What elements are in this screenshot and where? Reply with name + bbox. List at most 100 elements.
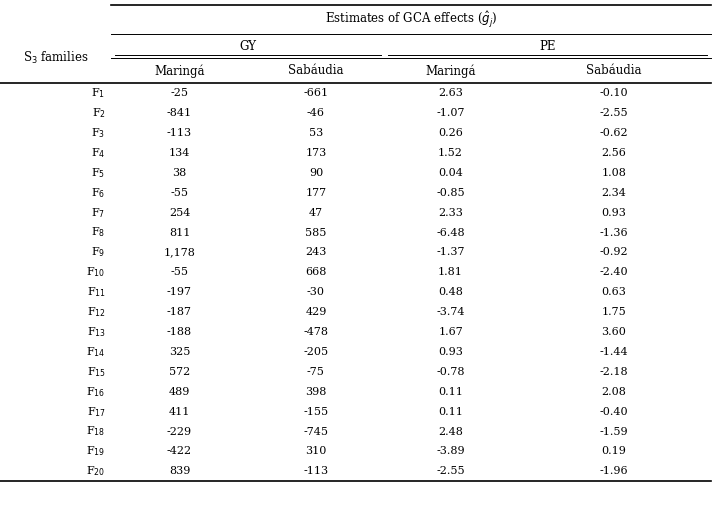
Text: 0.11: 0.11 [438, 387, 463, 397]
Text: F$_9$: F$_9$ [91, 246, 106, 260]
Text: 1.75: 1.75 [602, 307, 626, 317]
Text: 0.04: 0.04 [438, 168, 463, 178]
Text: F$_{19}$: F$_{19}$ [86, 445, 106, 459]
Text: 411: 411 [169, 407, 190, 417]
Text: 0.93: 0.93 [438, 347, 463, 357]
Text: F$_{18}$: F$_{18}$ [86, 424, 106, 438]
Text: 1,178: 1,178 [164, 248, 195, 257]
Text: -1.07: -1.07 [437, 108, 465, 118]
Text: 325: 325 [169, 347, 190, 357]
Text: F$_{13}$: F$_{13}$ [86, 325, 106, 339]
Text: 2.34: 2.34 [602, 188, 626, 197]
Text: F$_{15}$: F$_{15}$ [86, 365, 106, 379]
Text: 429: 429 [305, 307, 327, 317]
Text: Maringá: Maringá [425, 64, 476, 78]
Text: F$_{16}$: F$_{16}$ [86, 385, 106, 399]
Text: GY: GY [239, 39, 256, 53]
Text: -478: -478 [304, 327, 328, 337]
Text: PE: PE [539, 39, 556, 53]
Text: 2.33: 2.33 [438, 208, 463, 218]
Text: -155: -155 [304, 407, 328, 417]
Text: -75: -75 [307, 367, 325, 377]
Text: 310: 310 [305, 447, 327, 457]
Text: -0.78: -0.78 [437, 367, 465, 377]
Text: F$_{20}$: F$_{20}$ [86, 464, 106, 478]
Text: -2.40: -2.40 [600, 267, 628, 277]
Text: -1.36: -1.36 [600, 227, 628, 237]
Text: F$_3$: F$_3$ [91, 126, 106, 140]
Text: -113: -113 [304, 466, 328, 476]
Text: S$_3$ families: S$_3$ families [23, 50, 88, 67]
Text: 173: 173 [305, 148, 327, 158]
Text: 3.60: 3.60 [602, 327, 626, 337]
Text: -0.10: -0.10 [600, 88, 628, 98]
Text: 0.93: 0.93 [602, 208, 626, 218]
Text: F$_{10}$: F$_{10}$ [86, 265, 106, 279]
Text: 0.11: 0.11 [438, 407, 463, 417]
Text: -1.59: -1.59 [600, 427, 628, 436]
Text: 90: 90 [309, 168, 323, 178]
Text: 1.81: 1.81 [438, 267, 463, 277]
Text: 668: 668 [305, 267, 327, 277]
Text: F$_6$: F$_6$ [91, 186, 106, 200]
Text: Sabáudia: Sabáudia [288, 64, 344, 78]
Text: F$_{14}$: F$_{14}$ [86, 345, 106, 359]
Text: 0.26: 0.26 [438, 128, 463, 138]
Text: -2.55: -2.55 [600, 108, 628, 118]
Text: 38: 38 [172, 168, 187, 178]
Text: -0.40: -0.40 [600, 407, 628, 417]
Text: 1.08: 1.08 [602, 168, 626, 178]
Text: F$_7$: F$_7$ [91, 206, 106, 220]
Text: -1.96: -1.96 [600, 466, 628, 476]
Text: 254: 254 [169, 208, 190, 218]
Text: -6.48: -6.48 [437, 227, 465, 237]
Text: 53: 53 [309, 128, 323, 138]
Text: 1.67: 1.67 [438, 327, 463, 337]
Text: -3.74: -3.74 [437, 307, 465, 317]
Text: F$_{17}$: F$_{17}$ [86, 405, 106, 419]
Text: 134: 134 [169, 148, 190, 158]
Text: 2.08: 2.08 [602, 387, 626, 397]
Text: F$_{12}$: F$_{12}$ [87, 305, 106, 319]
Text: 839: 839 [169, 466, 190, 476]
Text: -0.92: -0.92 [600, 248, 628, 257]
Text: -205: -205 [304, 347, 328, 357]
Text: -2.55: -2.55 [437, 466, 465, 476]
Text: -0.62: -0.62 [600, 128, 628, 138]
Text: 2.56: 2.56 [602, 148, 626, 158]
Text: -229: -229 [167, 427, 192, 436]
Text: -661: -661 [304, 88, 328, 98]
Text: 398: 398 [305, 387, 327, 397]
Text: 0.19: 0.19 [602, 447, 626, 457]
Text: -841: -841 [167, 108, 192, 118]
Text: Estimates of GCA effects ($\hat{g}_j$): Estimates of GCA effects ($\hat{g}_j$) [325, 9, 498, 29]
Text: -46: -46 [307, 108, 325, 118]
Text: -0.85: -0.85 [437, 188, 465, 197]
Text: 2.63: 2.63 [438, 88, 463, 98]
Text: F$_{11}$: F$_{11}$ [87, 285, 106, 299]
Text: -197: -197 [167, 287, 192, 297]
Text: F$_8$: F$_8$ [91, 225, 106, 239]
Text: Maringá: Maringá [154, 64, 205, 78]
Text: -3.89: -3.89 [437, 447, 465, 457]
Text: 1.52: 1.52 [438, 148, 463, 158]
Text: 585: 585 [305, 227, 327, 237]
Text: 0.48: 0.48 [438, 287, 463, 297]
Text: -422: -422 [167, 447, 192, 457]
Text: -1.37: -1.37 [437, 248, 465, 257]
Text: -30: -30 [307, 287, 325, 297]
Text: -187: -187 [167, 307, 192, 317]
Text: -188: -188 [167, 327, 192, 337]
Text: F$_1$: F$_1$ [91, 86, 106, 100]
Text: 489: 489 [169, 387, 190, 397]
Text: -745: -745 [304, 427, 328, 436]
Text: F$_5$: F$_5$ [91, 166, 106, 180]
Text: 47: 47 [309, 208, 323, 218]
Text: -113: -113 [167, 128, 192, 138]
Text: -55: -55 [170, 267, 189, 277]
Text: 572: 572 [169, 367, 190, 377]
Text: F$_2$: F$_2$ [92, 106, 106, 120]
Text: Sabáudia: Sabáudia [586, 64, 642, 78]
Text: -1.44: -1.44 [600, 347, 628, 357]
Text: 811: 811 [169, 227, 190, 237]
